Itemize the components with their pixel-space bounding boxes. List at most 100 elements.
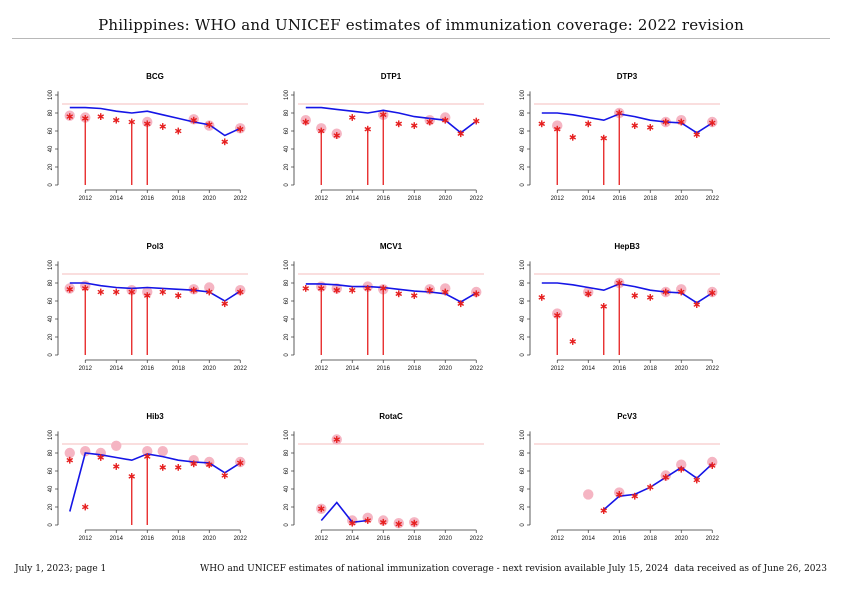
- panel-title: BCG: [146, 72, 164, 81]
- estimate-line: [69, 452, 241, 512]
- x-tick-label: 2012: [551, 366, 565, 372]
- reported-point: [646, 294, 654, 301]
- asterisk-stroke: [693, 132, 701, 137]
- x-tick-label: 2022: [470, 366, 484, 372]
- survey-point: [583, 489, 594, 500]
- y-tick-label: 60: [48, 297, 54, 304]
- reported-point: [333, 132, 341, 139]
- reported-point: [615, 279, 623, 287]
- x-tick-label: 2018: [644, 536, 658, 542]
- x-tick-label: 2012: [79, 196, 93, 202]
- asterisk-stroke: [395, 521, 403, 527]
- reported-point: [472, 117, 480, 125]
- reported-point: [364, 125, 372, 133]
- x-tick-label: 2014: [110, 196, 124, 202]
- reported-point: [426, 118, 434, 126]
- asterisk-stroke: [662, 289, 670, 295]
- reported-point: [584, 290, 592, 298]
- asterisk-stroke: [66, 114, 74, 119]
- asterisk-stroke: [631, 493, 639, 499]
- reported-point: [600, 303, 608, 310]
- panel-title: Hib3: [146, 412, 164, 421]
- chart-panel-hib3: Hib3 0 20 40 60 80 100 2012 2014 2016 2018 2020 2022: [48, 412, 248, 542]
- panel-title: DTP1: [381, 72, 402, 81]
- y-tick-label: 40: [48, 145, 54, 152]
- reported-point: [472, 290, 480, 298]
- reported-point: [333, 436, 341, 443]
- y-tick-label: 40: [520, 485, 526, 492]
- reported-point: [159, 123, 167, 130]
- asterisk-stroke: [708, 120, 716, 126]
- reported-point: [66, 113, 74, 120]
- asterisk-stroke: [159, 289, 167, 295]
- asterisk-stroke: [221, 473, 229, 478]
- asterisk-stroke: [333, 287, 341, 293]
- asterisk-stroke: [600, 508, 608, 513]
- reported-point: [553, 125, 561, 133]
- reported-point: [379, 285, 387, 292]
- asterisk-stroke: [457, 131, 465, 137]
- asterisk-stroke: [631, 123, 639, 128]
- y-tick-label: 60: [48, 467, 54, 474]
- y-tick-label: 100: [48, 89, 54, 100]
- asterisk-stroke: [221, 139, 229, 145]
- x-tick-label: 2014: [582, 536, 596, 542]
- reported-point: [693, 476, 701, 484]
- reported-point: [348, 519, 356, 527]
- asterisk-stroke: [221, 301, 229, 307]
- estimate-line: [603, 463, 713, 511]
- asterisk-stroke: [317, 506, 325, 512]
- y-tick-label: 20: [284, 163, 290, 170]
- y-tick-label: 80: [284, 109, 290, 116]
- asterisk-stroke: [379, 286, 387, 291]
- x-tick-label: 2020: [675, 196, 689, 202]
- asterisk-stroke: [379, 112, 387, 118]
- y-tick-label: 40: [520, 145, 526, 152]
- asterisk-stroke: [395, 291, 403, 297]
- panel-title: PcV3: [617, 412, 637, 421]
- x-tick-label: 2016: [377, 366, 391, 372]
- reported-point: [569, 338, 577, 345]
- reported-point: [205, 461, 213, 469]
- x-tick-label: 2012: [315, 196, 329, 202]
- reported-point: [174, 464, 182, 471]
- reported-point: [348, 114, 356, 121]
- asterisk-stroke: [205, 122, 213, 128]
- x-tick-label: 2016: [377, 536, 391, 542]
- asterisk-stroke: [317, 128, 325, 134]
- x-tick-label: 2016: [141, 536, 155, 542]
- reported-point: [143, 453, 151, 460]
- y-tick-label: 0: [284, 353, 290, 357]
- asterisk-stroke: [66, 457, 74, 463]
- y-tick-label: 0: [284, 523, 290, 527]
- reported-point: [693, 301, 701, 308]
- y-tick-label: 60: [520, 127, 526, 134]
- asterisk-stroke: [569, 339, 577, 344]
- chart-panel-pol3: Pol3 0 20 40 60 80 100 2012 2014 2016 2018 2020 2022: [48, 242, 248, 372]
- reported-point: [97, 454, 105, 461]
- reported-point: [364, 285, 372, 292]
- y-tick-label: 0: [520, 353, 526, 357]
- x-tick-label: 2020: [439, 536, 453, 542]
- reported-point: [221, 300, 229, 308]
- y-tick-label: 80: [48, 109, 54, 116]
- x-tick-label: 2012: [315, 366, 329, 372]
- x-tick-label: 2018: [408, 196, 422, 202]
- x-tick-label: 2020: [203, 536, 217, 542]
- reported-point: [631, 292, 639, 299]
- asterisk-stroke: [128, 289, 136, 295]
- x-tick-label: 2020: [675, 366, 689, 372]
- x-tick-label: 2020: [439, 366, 453, 372]
- asterisk-stroke: [426, 119, 434, 125]
- x-tick-label: 2020: [439, 196, 453, 202]
- asterisk-stroke: [538, 295, 546, 300]
- reported-point: [81, 115, 89, 122]
- y-tick-label: 100: [284, 89, 290, 100]
- x-tick-label: 2014: [582, 196, 596, 202]
- y-tick-label: 20: [284, 503, 290, 510]
- asterisk-stroke: [441, 117, 449, 123]
- asterisk-stroke: [569, 134, 577, 140]
- reported-point: [112, 463, 120, 470]
- asterisk-stroke: [395, 121, 403, 127]
- reported-point: [159, 464, 167, 471]
